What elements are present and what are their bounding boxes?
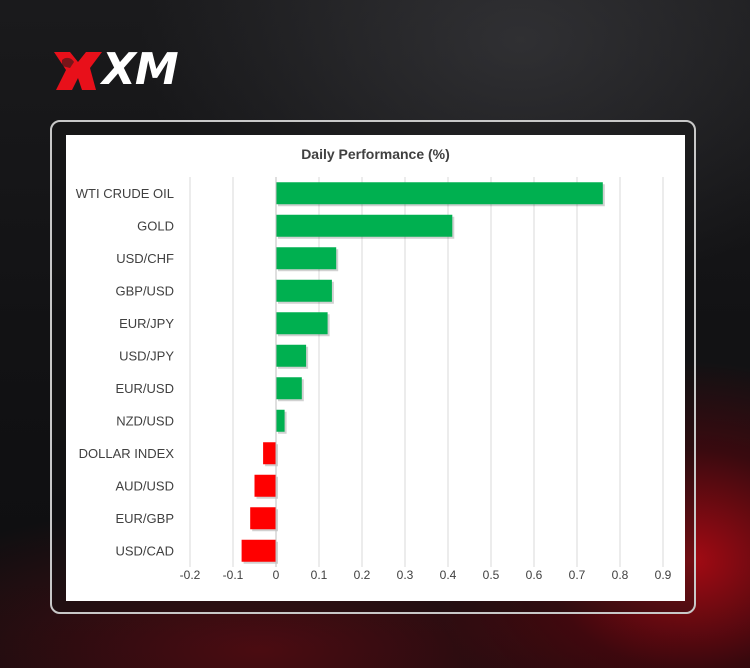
bar-chart: Daily Performance (%) -0.2 -0.1 0 0.1 0.2 0.3…: [66, 135, 685, 601]
bar: [276, 247, 337, 270]
x-tick-label: -0.1: [223, 568, 244, 582]
chart-title: Daily Performance (%): [301, 146, 450, 162]
category-label: GBP/USD: [115, 283, 174, 298]
x-tick-label: 0.6: [526, 568, 543, 582]
bar: [241, 539, 276, 562]
category-label: USD/JPY: [119, 348, 174, 363]
category-label: GOLD: [137, 218, 174, 233]
x-tick-label: 0.5: [483, 568, 500, 582]
category-label: USD/CHF: [116, 251, 174, 266]
x-tick-label: 0.3: [397, 568, 414, 582]
x-tick-label: 0.2: [354, 568, 371, 582]
x-tick-label: 0.9: [655, 568, 672, 582]
x-tick-label: 0.1: [311, 568, 328, 582]
category-label: USD/CAD: [115, 543, 174, 558]
bar: [276, 182, 603, 205]
bar: [263, 442, 276, 465]
bar: [276, 344, 307, 367]
x-tick-label: -0.2: [180, 568, 201, 582]
category-label: EUR/USD: [115, 381, 174, 396]
bar: [276, 312, 328, 335]
bar: [250, 507, 276, 530]
category-label: EUR/JPY: [119, 316, 174, 331]
xm-logo: XM: [48, 44, 208, 98]
x-tick-label: 0: [273, 568, 280, 582]
logo-wordmark: XM: [102, 44, 179, 95]
bar: [276, 409, 285, 432]
bar: [254, 474, 276, 497]
category-label: NZD/USD: [116, 413, 174, 428]
category-label: WTI CRUDE OIL: [76, 186, 174, 201]
category-label: AUD/USD: [115, 478, 174, 493]
category-label: EUR/GBP: [115, 511, 174, 526]
category-label: DOLLAR INDEX: [79, 446, 175, 461]
bar: [276, 214, 453, 237]
bar: [276, 377, 302, 400]
chart-plot: -0.2 -0.1 0 0.1 0.2 0.3 0.4 0.5 0.6 0.7 0.8 0.9 WTI …: [76, 177, 672, 582]
bull-logo-icon: [54, 52, 102, 90]
x-tick-label: 0.8: [612, 568, 629, 582]
x-tick-label: 0.4: [440, 568, 457, 582]
bar: [276, 279, 332, 302]
x-tick-label: 0.7: [569, 568, 586, 582]
